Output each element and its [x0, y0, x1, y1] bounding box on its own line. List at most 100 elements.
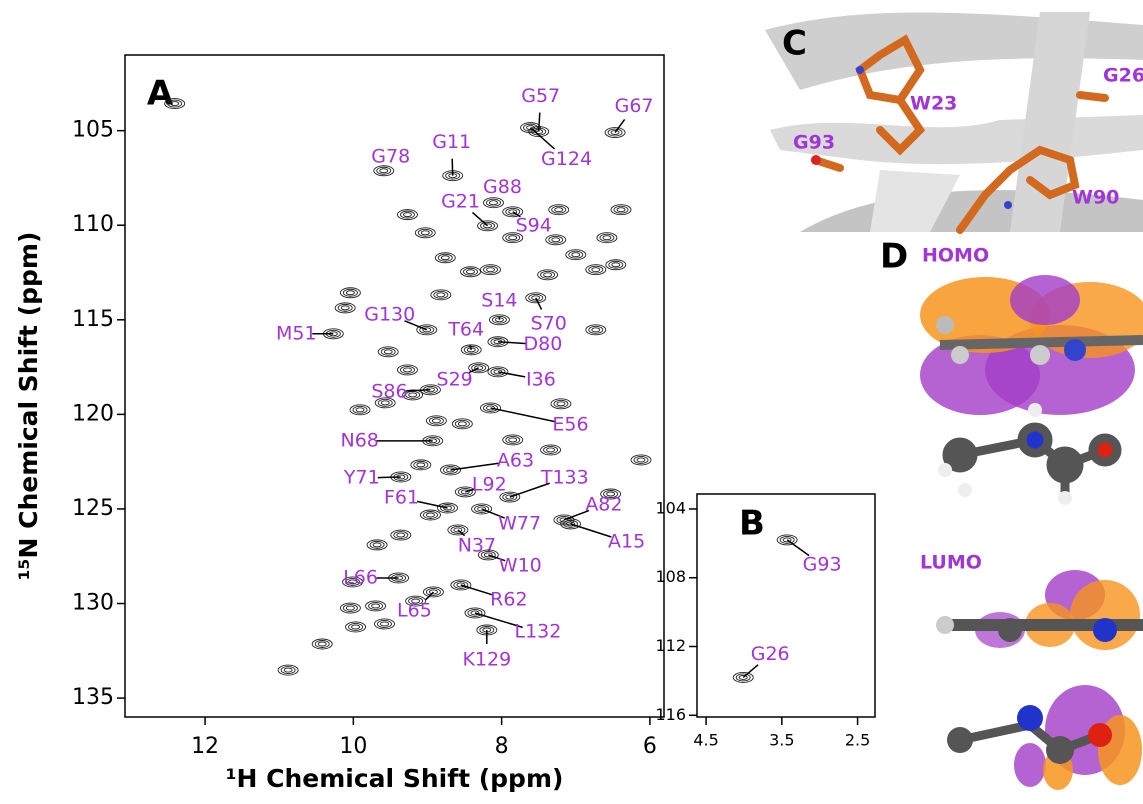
atom: [856, 66, 864, 74]
orbital-label: HOMO: [922, 245, 989, 267]
y-tick-label: 112: [655, 636, 686, 655]
contour: [735, 673, 751, 682]
y-tick-label: 108: [655, 567, 686, 586]
contour: [311, 638, 333, 650]
peak: [430, 289, 452, 301]
contour: [460, 489, 470, 495]
contour: [437, 253, 453, 262]
contour: [450, 525, 466, 534]
contour: [565, 249, 587, 261]
peak: [416, 324, 438, 336]
contour: [636, 457, 646, 463]
leader-line: [614, 119, 626, 133]
leader-line: [570, 523, 612, 538]
contour: [480, 221, 495, 230]
contour: [596, 232, 618, 244]
peak: [565, 249, 587, 261]
peak: [454, 486, 476, 498]
contour: [348, 623, 364, 631]
contour: [486, 405, 495, 411]
contour: [342, 604, 358, 613]
contour: [447, 524, 469, 536]
contour: [483, 552, 493, 558]
contour: [390, 529, 412, 541]
contour: [537, 269, 559, 281]
contour: [380, 621, 389, 627]
peak: [311, 638, 333, 650]
contour: [471, 363, 487, 372]
contour: [554, 207, 564, 213]
plot-frame: [696, 493, 876, 718]
contour: [471, 503, 493, 515]
panel-letter: D: [880, 237, 908, 277]
contour: [416, 324, 438, 336]
peak-label: L132: [515, 620, 562, 642]
contour: [502, 206, 524, 218]
peak: [483, 197, 504, 209]
contour: [334, 302, 356, 314]
leader-line: [742, 664, 759, 679]
contour: [365, 600, 387, 612]
lumo-molecule: [947, 685, 1142, 790]
peak: [374, 618, 395, 630]
contour: [613, 205, 629, 214]
peak: [477, 220, 498, 232]
peak: [610, 204, 632, 216]
peak-label: S94: [516, 214, 552, 236]
peak-label: A15: [608, 530, 645, 552]
peak-label: G130: [364, 303, 415, 325]
contour: [571, 252, 581, 258]
contour: [550, 398, 572, 410]
contour: [377, 398, 393, 407]
leader-line: [460, 584, 494, 596]
contour: [420, 230, 430, 236]
peak: [585, 264, 607, 276]
leader-line: [404, 320, 428, 331]
peak-label: E56: [552, 413, 588, 435]
contour: [420, 509, 441, 521]
leader-line: [416, 500, 448, 509]
contour: [443, 505, 452, 511]
contour: [408, 597, 424, 606]
contour: [283, 667, 293, 673]
peak: [540, 444, 562, 456]
peak: [447, 524, 469, 536]
contour: [379, 168, 389, 174]
contour: [520, 122, 541, 134]
contour: [616, 207, 626, 213]
peak: [349, 404, 371, 416]
peak-label: T133: [540, 467, 589, 489]
contour: [588, 325, 604, 334]
contour: [355, 407, 365, 413]
contour: [480, 264, 501, 276]
peak: [420, 509, 441, 521]
contour: [604, 127, 626, 138]
peak: [499, 491, 521, 503]
molecule: [938, 403, 1122, 505]
atom: [811, 155, 821, 165]
contour: [508, 209, 518, 215]
peak: [277, 664, 299, 676]
peak: [502, 232, 524, 244]
contour: [540, 444, 562, 456]
peak: [525, 292, 547, 304]
leader-line: [450, 462, 500, 471]
peak: [502, 434, 524, 446]
residue-label: W90: [1072, 187, 1119, 209]
contour: [548, 204, 570, 216]
contour: [164, 98, 186, 110]
homo-orbital: [920, 275, 1143, 415]
contour: [348, 579, 358, 585]
contour: [776, 534, 798, 546]
peak: [548, 204, 570, 216]
peak: [164, 98, 186, 110]
contour: [483, 265, 498, 274]
contour: [466, 269, 475, 275]
peak-label: A82: [585, 493, 622, 515]
contour: [396, 532, 406, 538]
contour: [277, 664, 299, 676]
contour: [422, 586, 444, 598]
contour: [585, 324, 607, 336]
peak: [477, 549, 499, 561]
peak: [405, 595, 427, 607]
